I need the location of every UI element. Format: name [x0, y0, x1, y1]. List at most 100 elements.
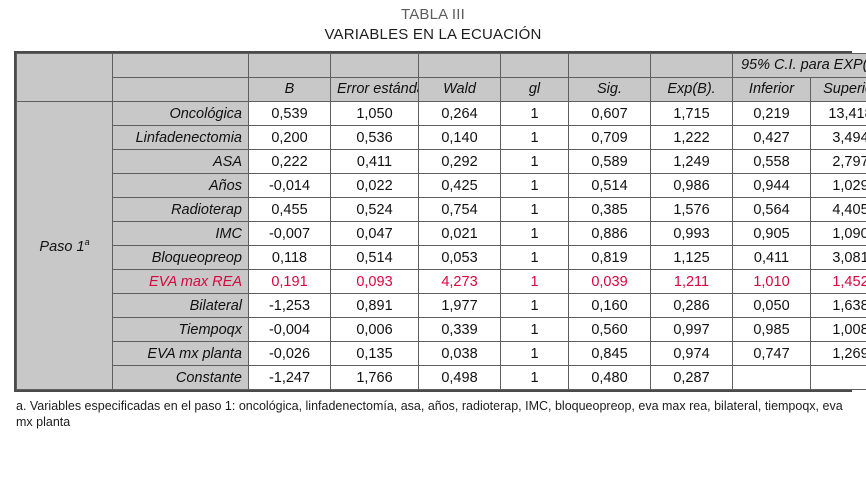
cell-b: 0,118 [248, 245, 331, 270]
cell-wald: 0,038 [418, 341, 501, 366]
corner-blank-sig [568, 53, 651, 78]
cell-sig: 0,589 [568, 149, 651, 174]
corner-blank-gl [500, 53, 569, 78]
cell-se: 0,411 [330, 149, 419, 174]
cell-wald: 0,053 [418, 245, 501, 270]
cell-sig: 0,385 [568, 197, 651, 222]
cell-se: 0,135 [330, 341, 419, 366]
cell-sup: 3,081 [810, 245, 866, 270]
cell-sig: 0,607 [568, 101, 651, 126]
cell-gl: 1 [500, 125, 569, 150]
row-variable-label: ASA [112, 149, 249, 174]
cell-se: 1,766 [330, 365, 419, 390]
cell-inf: 0,905 [732, 221, 811, 246]
header-b: B [248, 77, 331, 102]
cell-exp: 0,993 [650, 221, 733, 246]
row-variable-label: EVA max REA [112, 269, 249, 294]
cell-exp: 0,986 [650, 173, 733, 198]
cell-se: 0,514 [330, 245, 419, 270]
table-row: Años -0,014 0,022 0,425 1 0,514 0,986 0,944 1,02… [17, 173, 866, 198]
cell-b: -1,253 [248, 293, 331, 318]
cell-sup: 2,797 [810, 149, 866, 174]
header-row-group: 95% C.I. para EXP(B) [16, 53, 866, 102]
cell-wald: 1,977 [418, 293, 501, 318]
cell-sig: 0,039 [568, 269, 651, 294]
cell-inf: 0,564 [732, 197, 811, 222]
header-row-columns: B Error estándar Wald gl Sig. Exp(B). In… [17, 77, 866, 102]
cell-exp: 0,286 [650, 293, 733, 318]
cell-se: 0,524 [330, 197, 419, 222]
cell-wald: 0,292 [418, 149, 501, 174]
cell-wald: 0,339 [418, 317, 501, 342]
row-variable-label: Tiempoqx [112, 317, 249, 342]
cell-wald: 4,273 [418, 269, 501, 294]
header-inferior: Inferior [732, 77, 811, 102]
cell-wald: 0,021 [418, 221, 501, 246]
ci-group-header: 95% C.I. para EXP(B) [732, 53, 866, 78]
table-row: Paso 1a Oncológica 0,539 1,050 0,264 1 0,607 1,… [16, 101, 866, 390]
row-variable-label: EVA mx planta [112, 341, 249, 366]
row-variable-label: Radioterap [112, 197, 249, 222]
table-number-title: TABLA III [400, 6, 466, 23]
header-sig: Sig. [568, 77, 651, 102]
cell-gl: 1 [500, 221, 569, 246]
cell-sig: 0,845 [568, 341, 651, 366]
title-block: TABLA III VARIABLES EN LA ECUACIÓN [0, 0, 866, 44]
table-row: Bilateral -1,253 0,891 1,977 1 0,160 0,286 0,05… [17, 293, 866, 318]
row-variable-label: Bloqueopreop [112, 245, 249, 270]
step-label-superscript: a [84, 236, 90, 247]
cell-sig: 0,886 [568, 221, 651, 246]
table-footnote: a. Variables especificadas en el paso 1:… [16, 399, 843, 429]
cell-inf: 0,411 [732, 245, 811, 270]
row-variable-label: Bilateral [112, 293, 249, 318]
cell-sig: 0,514 [568, 173, 651, 198]
cell-sig: 0,480 [568, 365, 651, 390]
corner-blank-step [16, 53, 113, 102]
cell-exp: 0,974 [650, 341, 733, 366]
cell-se: 0,536 [330, 125, 419, 150]
cell-se: 0,022 [330, 173, 419, 198]
table-caption: VARIABLES EN LA ECUACIÓN [324, 26, 542, 43]
cell-se: 0,047 [330, 221, 419, 246]
cell-inf: 0,747 [732, 341, 811, 366]
cell-wald: 0,264 [418, 101, 501, 126]
cell-exp: 1,211 [650, 269, 733, 294]
table-row: EVA mx planta -0,026 0,135 0,038 1 0,845 0,974… [17, 341, 866, 366]
cell-sup: 1,090 [810, 221, 866, 246]
cell-inf [732, 365, 811, 390]
cell-b: -1,247 [248, 365, 331, 390]
corner-blank-exp [650, 53, 733, 78]
cell-exp: 1,715 [650, 101, 733, 126]
cell-inf: 1,010 [732, 269, 811, 294]
row-variable-label: Linfadenectomia [112, 125, 249, 150]
cell-gl: 1 [500, 317, 569, 342]
cell-sig: 0,819 [568, 245, 651, 270]
cell-wald: 0,498 [418, 365, 501, 390]
cell-sup: 1,008 [810, 317, 866, 342]
cell-gl: 1 [500, 173, 569, 198]
cell-b: 0,191 [248, 269, 331, 294]
cell-gl: 1 [500, 101, 569, 126]
cell-gl: 1 [500, 365, 569, 390]
cell-sup: 3,494 [810, 125, 866, 150]
cell-sup [810, 365, 866, 390]
cell-exp: 1,249 [650, 149, 733, 174]
cell-b: 0,455 [248, 197, 331, 222]
cell-se: 0,891 [330, 293, 419, 318]
header-superior: Superior [810, 77, 866, 102]
cell-inf: 0,558 [732, 149, 811, 174]
cell-inf: 0,427 [732, 125, 811, 150]
cell-gl: 1 [500, 245, 569, 270]
table-row: Tiempoqx -0,004 0,006 0,339 1 0,560 0,997 0,985… [17, 317, 866, 342]
cell-sig: 0,560 [568, 317, 651, 342]
cell-sup: 1,029 [810, 173, 866, 198]
cell-se: 1,050 [330, 101, 419, 126]
row-variable-label: IMC [112, 221, 249, 246]
cell-exp: 0,287 [650, 365, 733, 390]
variables-in-equation-table: 95% C.I. para EXP(B) B Error estándar Wa… [16, 53, 866, 390]
cell-exp: 1,125 [650, 245, 733, 270]
cell-sig: 0,160 [568, 293, 651, 318]
variables-table-container: 95% C.I. para EXP(B) B Error estándar Wa… [14, 51, 866, 392]
step-label-text: Paso 1 [39, 238, 85, 255]
